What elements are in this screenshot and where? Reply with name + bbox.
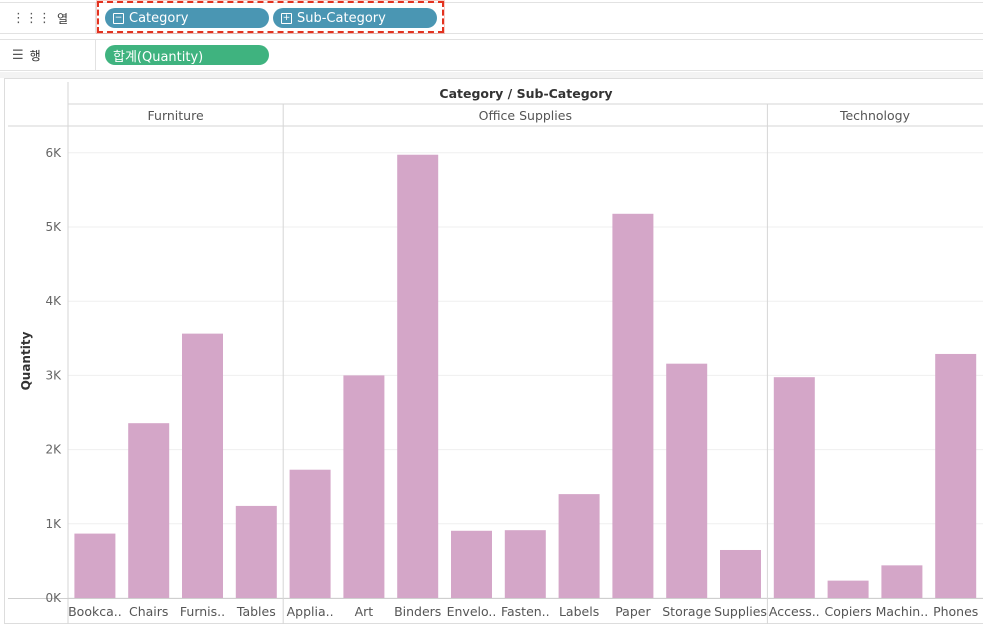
chart-title: Category / Sub-Category xyxy=(439,86,612,101)
group-header-furniture: Furniture xyxy=(148,108,204,123)
x-tick-label: Furnis.. xyxy=(180,604,225,619)
bar-chart: 0K 1K 2K 3K 4K 5K 6K Category / Sub-Category Qua… xyxy=(0,78,983,624)
y-tick-label: 3K xyxy=(45,368,62,382)
x-tick-label: Copiers xyxy=(825,604,872,619)
x-tick-label: Access.. xyxy=(769,604,820,619)
collapse-icon[interactable]: − xyxy=(113,12,124,24)
bar xyxy=(881,565,923,598)
frame-layer xyxy=(4,78,983,624)
bar xyxy=(182,333,223,598)
bar xyxy=(827,580,869,598)
x-tick-label: Storage xyxy=(662,604,711,619)
y-tick-label: 2K xyxy=(45,443,62,457)
bar xyxy=(128,423,170,598)
bar xyxy=(504,530,546,598)
x-tick-label: Binders xyxy=(394,604,441,619)
bar xyxy=(397,154,439,599)
y-axis-label: Quantity xyxy=(19,331,33,390)
x-tick-label: Supplies xyxy=(714,604,767,619)
columns-shelf-label: ⋮⋮⋮ 열 xyxy=(0,3,96,33)
rows-shelf[interactable]: ☰ 행 합계(Quantity) xyxy=(0,39,983,71)
y-tick-label: 0K xyxy=(45,591,62,605)
bar xyxy=(720,549,761,598)
bar xyxy=(935,353,977,598)
x-tick-label: Envelo.. xyxy=(447,604,497,619)
shelf-separator xyxy=(0,72,983,78)
x-tick-label: Phones xyxy=(933,604,978,619)
x-tick-label: Labels xyxy=(559,604,599,619)
bar xyxy=(773,377,815,598)
bar xyxy=(612,213,654,598)
bar xyxy=(289,469,331,598)
sub-category-pill-label: Sub-Category xyxy=(297,10,386,26)
quantity-sum-pill[interactable]: 합계(Quantity) xyxy=(105,45,269,65)
group-header-technology: Technology xyxy=(839,108,911,123)
y-tick-label: 6K xyxy=(45,146,62,160)
bar xyxy=(74,533,116,598)
bar xyxy=(666,363,708,598)
x-tick-label: Machin.. xyxy=(876,604,929,619)
x-tick-label: Chairs xyxy=(129,604,168,619)
category-pill[interactable]: − Category xyxy=(105,8,269,28)
rows-icon: ☰ xyxy=(12,47,24,63)
bar xyxy=(343,375,385,598)
x-tick-label: Tables xyxy=(236,604,276,619)
x-tick-label: Art xyxy=(355,604,374,619)
bar xyxy=(235,505,277,598)
columns-shelf[interactable]: ⋮⋮⋮ 열 − Category + Sub-Category xyxy=(0,2,983,34)
y-tick-label: 5K xyxy=(45,220,62,234)
columns-icon: ⋮⋮⋮ xyxy=(12,10,51,26)
bar xyxy=(451,530,492,598)
category-pill-label: Category xyxy=(129,10,189,26)
y-tick-label: 1K xyxy=(45,517,62,531)
x-tick-label: Paper xyxy=(615,604,651,619)
rows-shelf-label: ☰ 행 xyxy=(0,40,96,70)
bar xyxy=(558,494,600,598)
bars-layer xyxy=(74,154,977,599)
y-tick-label: 4K xyxy=(45,294,62,308)
x-tick-label: Applia.. xyxy=(287,604,334,619)
expand-icon[interactable]: + xyxy=(281,12,292,24)
sub-category-pill[interactable]: + Sub-Category xyxy=(273,8,437,28)
group-header-office-supplies: Office Supplies xyxy=(479,108,572,123)
x-tick-label: Fasten.. xyxy=(501,604,550,619)
columns-shelf-text: 열 xyxy=(57,11,69,26)
quantity-sum-pill-label: 합계(Quantity) xyxy=(113,49,204,65)
rows-shelf-text: 행 xyxy=(29,48,41,63)
x-tick-label: Bookca.. xyxy=(68,604,122,619)
text-layer: 0K 1K 2K 3K 4K 5K 6K Category / Sub-Category Qua… xyxy=(19,86,978,619)
